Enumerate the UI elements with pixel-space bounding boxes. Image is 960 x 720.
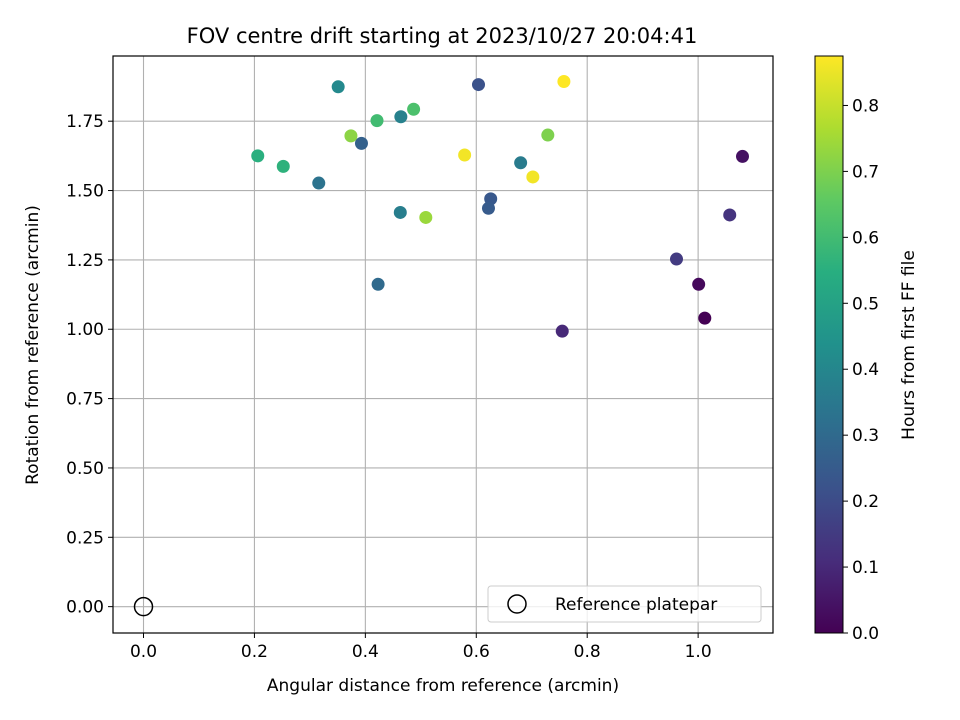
- colorbar-gradient: [814, 55, 844, 634]
- x-tick-label: 1.0: [685, 642, 712, 662]
- data-point-10: [371, 277, 385, 291]
- y-tick-label: 1.25: [66, 251, 104, 271]
- data-point-1: [692, 277, 706, 291]
- y-tick-label: 1.50: [66, 182, 104, 202]
- data-point-22: [419, 210, 433, 224]
- data-point-17: [276, 159, 290, 173]
- y-tick-label: 0.50: [66, 459, 104, 479]
- data-point-14: [394, 110, 408, 124]
- colorbar-tick-label: 0.6: [852, 228, 879, 248]
- data-point-12: [514, 156, 528, 170]
- colorbar-label: Hours from first FF file: [899, 250, 919, 440]
- data-point-25: [557, 75, 571, 89]
- x-tick-label: 0.0: [130, 642, 157, 662]
- chart-title: FOV centre drift starting at 2023/10/27 …: [187, 24, 698, 48]
- y-tick-label: 0.25: [66, 528, 104, 548]
- legend-marker-hollow-circle: [507, 594, 527, 614]
- data-point-8: [481, 201, 495, 215]
- colorbar-tick-label: 0.4: [852, 360, 879, 380]
- data-point-3: [555, 324, 569, 338]
- colorbar: 0.0 0.1 0.2 0.3 0.4 0.5 0.6 0.7 0.8 Hours from f…: [814, 55, 919, 644]
- data-point-23: [458, 148, 472, 162]
- x-axis-label: Angular distance from reference (arcmin): [267, 676, 619, 696]
- legend: Reference platepar: [487, 585, 762, 623]
- y-axis-label: Rotation from reference (arcmin): [23, 205, 43, 485]
- y-tick-label: 1.00: [66, 320, 104, 340]
- data-point-0: [698, 311, 712, 325]
- data-point-4: [723, 208, 737, 222]
- data-point-19: [407, 102, 421, 116]
- y-axis-ticks: 0.00 0.25 0.50 0.75 1.00 1.25 1.50 1.75: [66, 112, 113, 618]
- data-points: [251, 75, 749, 338]
- y-tick-label: 0.75: [66, 390, 104, 410]
- y-tick-label: 1.75: [66, 112, 104, 132]
- colorbar-tick-label: 0.5: [852, 294, 879, 314]
- colorbar-tick-label: 0.2: [852, 492, 879, 512]
- x-tick-label: 0.4: [352, 642, 379, 662]
- data-point-21: [344, 129, 358, 143]
- data-point-20: [541, 128, 555, 142]
- reference-layer: [133, 596, 154, 617]
- colorbar-tick-label: 0.7: [852, 162, 879, 182]
- data-point-11: [312, 176, 326, 190]
- y-tick-label: 0.00: [66, 598, 104, 618]
- x-tick-label: 0.8: [574, 642, 601, 662]
- x-tick-label: 0.6: [463, 642, 490, 662]
- data-point-6: [471, 78, 485, 92]
- legend-box: [487, 585, 762, 623]
- grid-lines: [113, 56, 773, 633]
- data-point-15: [331, 80, 345, 94]
- data-point-16: [251, 149, 265, 163]
- x-tick-label: 0.2: [241, 642, 268, 662]
- colorbar-tick-label: 0.1: [852, 558, 879, 578]
- reference-platepar-marker: [133, 596, 154, 617]
- colorbar-ticks: 0.0 0.1 0.2 0.3 0.4 0.5 0.6 0.7 0.8: [843, 96, 879, 644]
- colorbar-tick-label: 0.3: [852, 426, 879, 446]
- data-point-24: [526, 170, 540, 184]
- legend-label-reference-platepar: Reference platepar: [555, 595, 717, 615]
- data-point-13: [393, 205, 407, 219]
- data-point-9: [354, 136, 368, 150]
- plot-area-frame: [112, 55, 774, 634]
- data-point-18: [370, 114, 384, 128]
- data-point-5: [669, 252, 683, 266]
- colorbar-tick-label: 0.0: [852, 624, 879, 644]
- x-axis-ticks: 0.0 0.2 0.4 0.6 0.8 1.0: [130, 633, 712, 662]
- data-point-2: [735, 149, 749, 163]
- colorbar-tick-label: 0.8: [852, 96, 879, 116]
